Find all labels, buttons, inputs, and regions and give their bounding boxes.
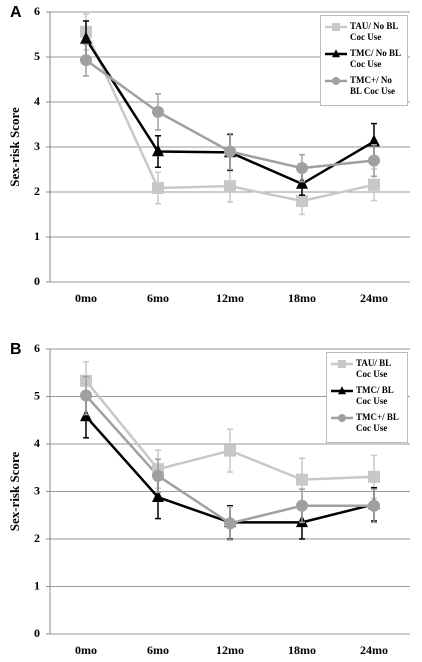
legend-swatch bbox=[331, 386, 353, 395]
y-tick-label: 1 bbox=[34, 229, 40, 243]
x-tick-label: 18mo bbox=[288, 643, 316, 657]
legend-entry: TAU/ No BL Coc Use bbox=[325, 21, 403, 43]
marker bbox=[332, 77, 340, 85]
marker bbox=[224, 145, 236, 158]
legend-entry: TMC+/ BL Coc Use bbox=[331, 412, 403, 434]
legend-entry: TMC/ No BL Coc Use bbox=[325, 48, 403, 70]
marker bbox=[338, 360, 346, 368]
x-tick-label: 12mo bbox=[216, 291, 244, 305]
y-tick-label: 1 bbox=[34, 578, 40, 592]
y-tick-label: 0 bbox=[34, 274, 40, 288]
legend-label: TMC+/ No BL Coc Use bbox=[350, 75, 395, 96]
marker bbox=[368, 470, 380, 483]
marker bbox=[338, 386, 346, 395]
legend-label: TMC/ No BL Coc Use bbox=[350, 48, 401, 69]
marker bbox=[224, 517, 236, 530]
y-tick-label: 3 bbox=[34, 139, 40, 153]
y-tick-label: 3 bbox=[34, 483, 40, 497]
x-tick-label: 6mo bbox=[147, 291, 169, 305]
panel-label: B bbox=[10, 341, 22, 358]
marker bbox=[152, 144, 164, 157]
marker bbox=[80, 31, 92, 44]
marker bbox=[152, 181, 164, 194]
legend-swatch bbox=[331, 360, 353, 368]
y-axis-label: Sex-risk Score bbox=[7, 451, 22, 531]
legend-swatch bbox=[325, 77, 347, 85]
marker bbox=[368, 178, 380, 191]
marker bbox=[152, 105, 164, 118]
marker bbox=[80, 54, 92, 67]
x-tick-label: 24mo bbox=[360, 291, 388, 305]
marker bbox=[368, 134, 380, 147]
x-tick-label: 0mo bbox=[75, 643, 97, 657]
x-tick-label: 0mo bbox=[75, 291, 97, 305]
x-tick-label: 18mo bbox=[288, 291, 316, 305]
marker bbox=[152, 490, 164, 502]
legend-label: TMC+/ BL Coc Use bbox=[356, 412, 399, 433]
legend-entry: TMC/ BL Coc Use bbox=[331, 385, 403, 407]
marker bbox=[80, 389, 92, 402]
legend: TAU/ BL Coc Use TMC/ BL Coc Use TMC+/ BL C… bbox=[326, 352, 408, 443]
legend-label: TMC/ BL Coc Use bbox=[356, 385, 394, 406]
marker bbox=[296, 473, 308, 486]
y-tick-label: 4 bbox=[34, 94, 40, 108]
legend-swatch bbox=[331, 414, 353, 422]
y-tick-label: 5 bbox=[34, 49, 40, 63]
x-tick-label: 12mo bbox=[216, 643, 244, 657]
legend-label: TAU/ BL Coc Use bbox=[356, 358, 391, 379]
legend-entry: TMC+/ No BL Coc Use bbox=[325, 75, 403, 97]
x-tick-label: 6mo bbox=[147, 643, 169, 657]
marker bbox=[296, 195, 308, 207]
y-axis-label: Sex-risk Score bbox=[7, 107, 22, 187]
legend: TAU/ No BL Coc Use TMC/ No BL Coc Use TMC+… bbox=[320, 15, 408, 106]
marker bbox=[224, 180, 236, 193]
y-tick-label: 5 bbox=[34, 388, 40, 402]
panel: B Sex-risk Score 0 1 2 3 4 5 6 0mo 6mo 12mo 18mo 24mo bbox=[7, 341, 410, 657]
legend-swatch bbox=[325, 49, 347, 58]
y-tick-label: 0 bbox=[34, 626, 40, 640]
y-tick-label: 6 bbox=[34, 341, 40, 355]
y-tick-label: 4 bbox=[34, 436, 40, 450]
marker bbox=[338, 414, 346, 422]
marker bbox=[296, 162, 308, 175]
marker bbox=[224, 444, 236, 457]
marker bbox=[152, 469, 164, 482]
y-tick-label: 2 bbox=[34, 184, 40, 198]
marker bbox=[332, 49, 340, 58]
y-tick-label: 6 bbox=[34, 4, 40, 18]
x-tick-label: 24mo bbox=[360, 643, 388, 657]
panel-label: A bbox=[10, 4, 22, 21]
legend-label: TAU/ No BL Coc Use bbox=[350, 21, 398, 42]
marker bbox=[332, 23, 340, 31]
marker bbox=[296, 499, 308, 512]
legend-swatch bbox=[325, 23, 347, 31]
marker bbox=[368, 499, 380, 512]
marker bbox=[368, 154, 380, 167]
marker bbox=[296, 176, 308, 189]
legend-entry: TAU/ BL Coc Use bbox=[331, 358, 403, 380]
y-tick-label: 2 bbox=[34, 531, 40, 545]
